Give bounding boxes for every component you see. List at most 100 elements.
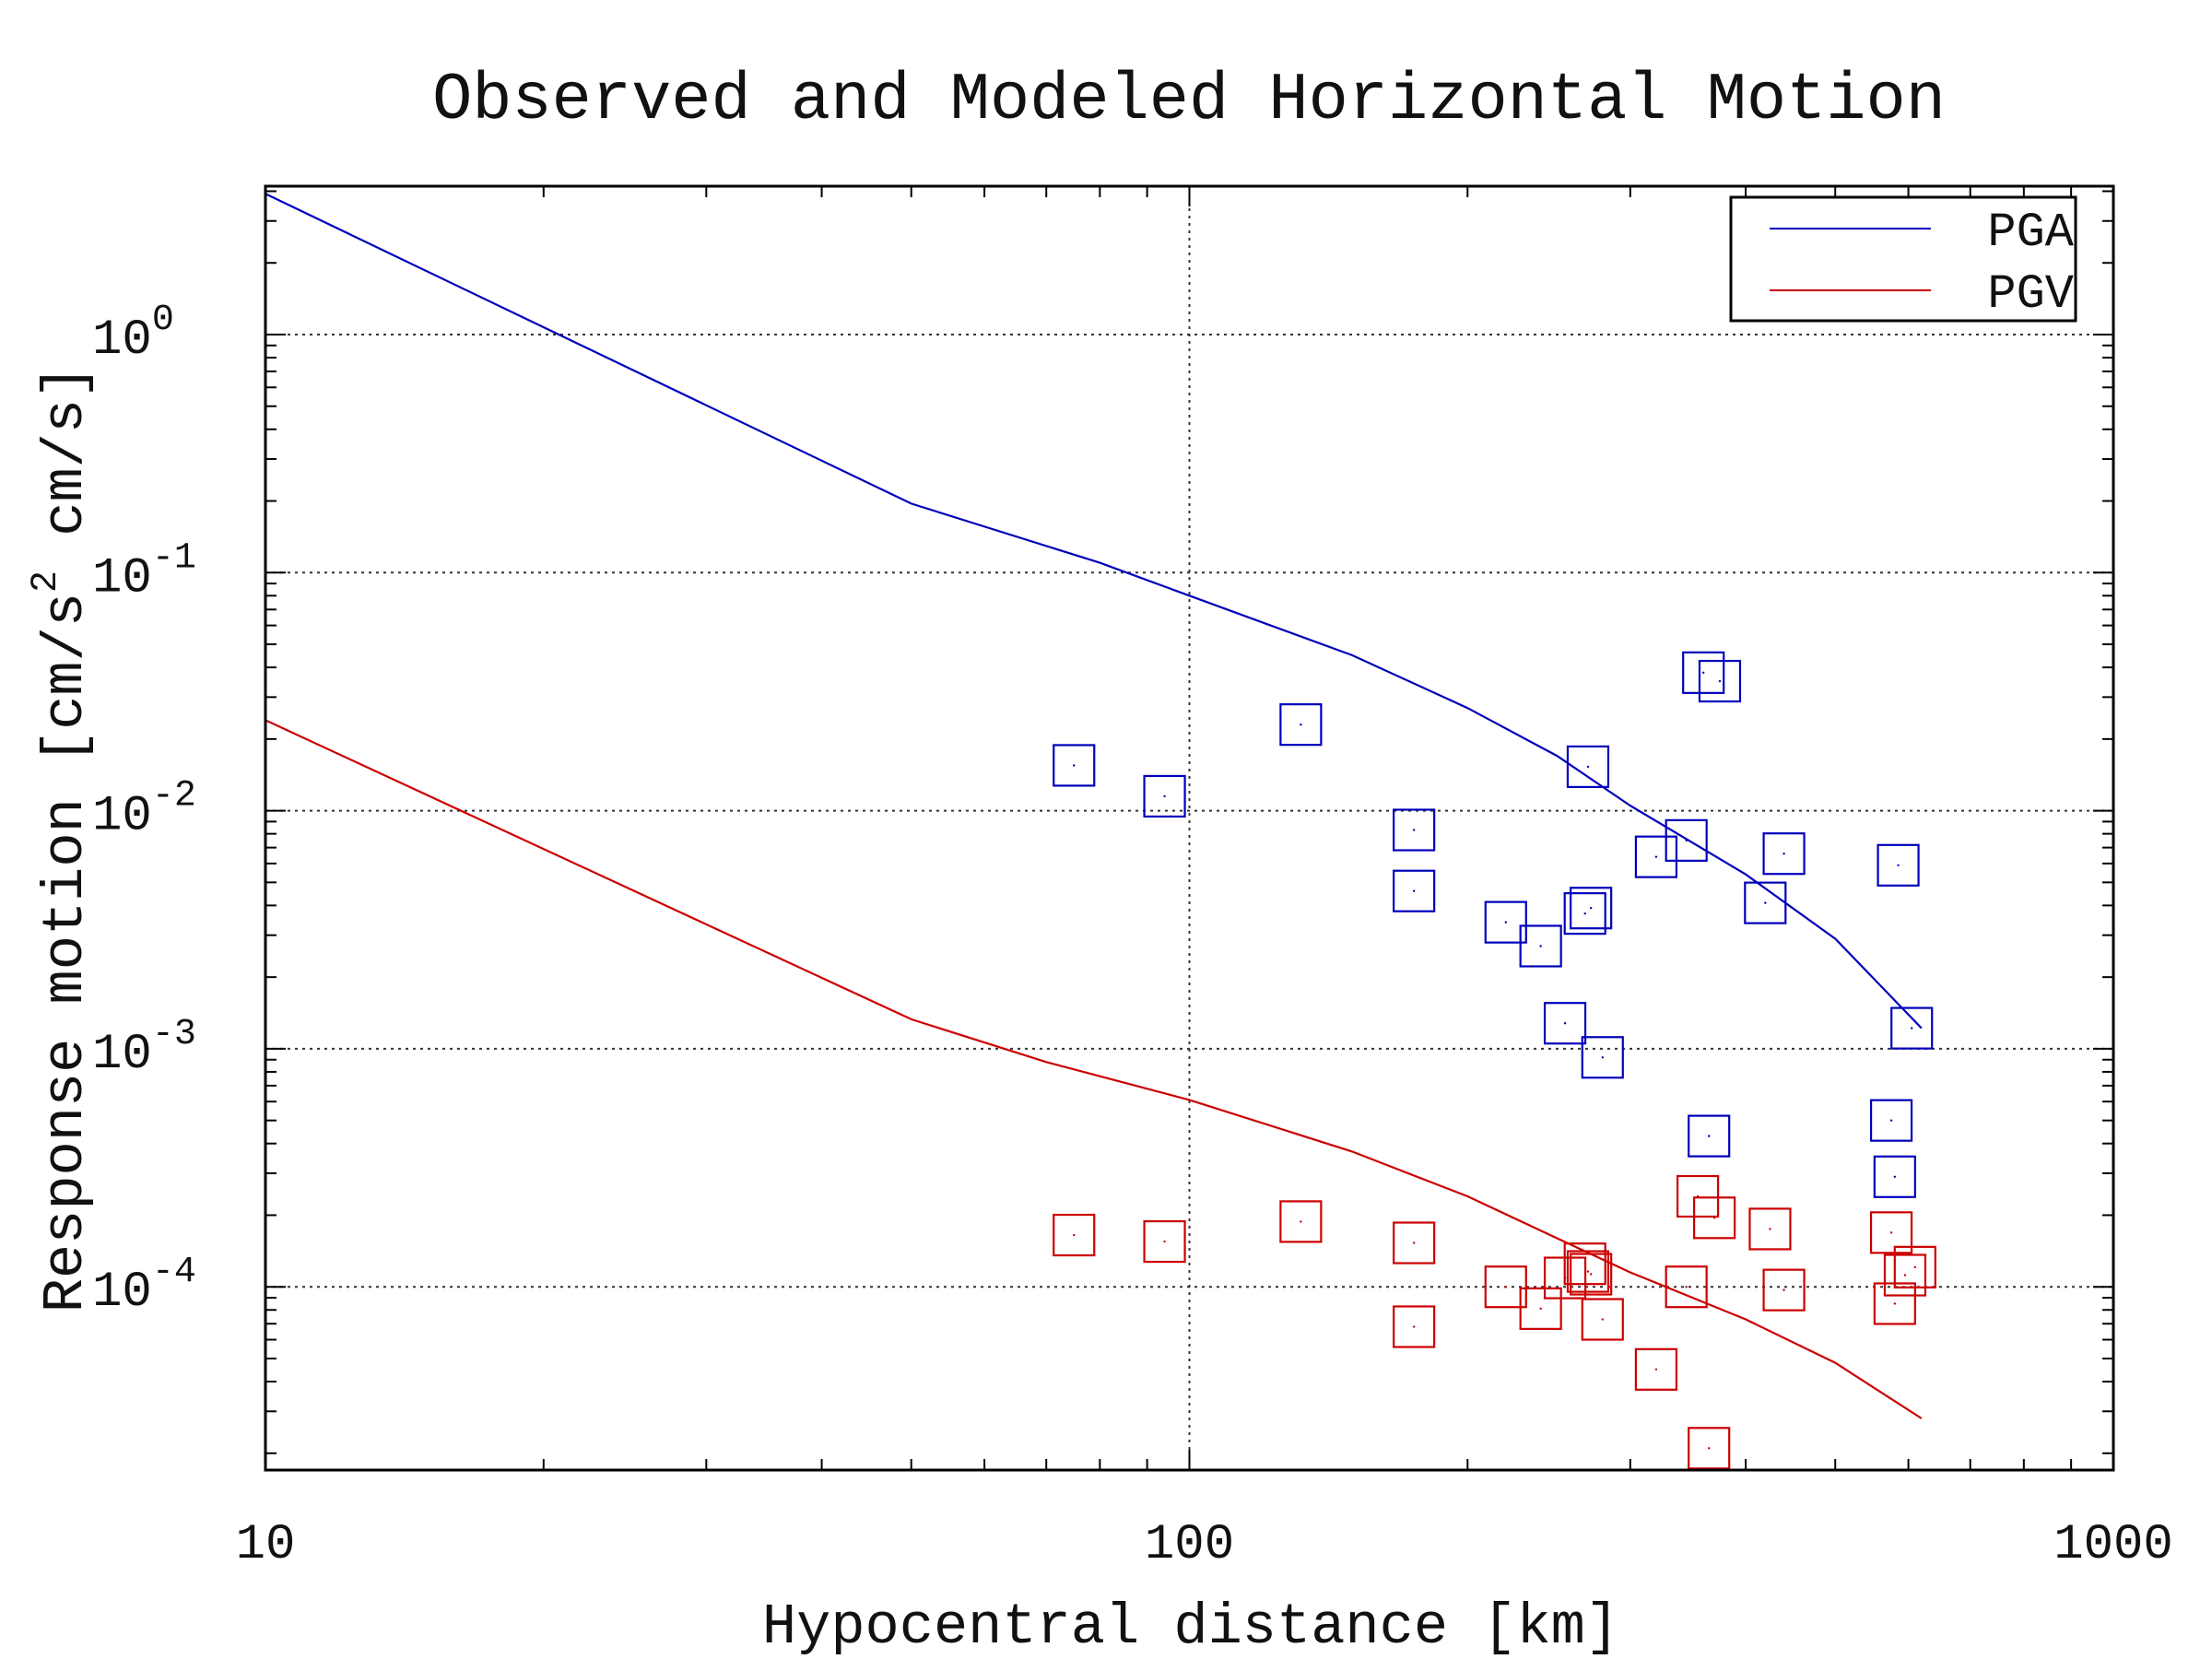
pga-observed-marker-dot [1412,829,1416,831]
pga-observed-marker-dot [1539,945,1542,947]
pga-observed-marker [1581,1036,1624,1079]
pgv-observed-marker [1484,1265,1527,1309]
y-tick-label: 100 [92,300,174,369]
pgv-observed-marker-dot [1504,1286,1507,1288]
pgv-observed-marker-dot [1163,1240,1166,1243]
pgv-observed-marker [1665,1265,1708,1309]
pga-observed-marker-dot [1300,723,1302,726]
y-axis-label-main: Response motion [cm/s [33,593,99,1312]
pgv-observed-marker-dot [1654,1368,1658,1371]
pga-observed-marker [1279,703,1323,747]
pgv-observed-marker-dot [1601,1318,1604,1321]
pga-observed-marker-dot [1654,855,1658,858]
series-line-pgv [265,719,1923,1419]
pga-observed-marker-dot [1583,912,1586,915]
pgv-observed-marker [1869,1211,1913,1254]
y-tick-base: 10 [92,312,152,369]
pga-observed-marker-dot [1889,1119,1893,1122]
y-tick-base: 10 [92,789,152,845]
legend: PGA PGV [1729,195,2077,323]
pga-observed-marker-dot [1893,1175,1897,1178]
pgv-observed-marker [1570,1253,1613,1296]
plot-area-frame [264,184,2115,1472]
pgv-observed-marker-dot [1583,1262,1586,1265]
pga-observed-marker-dot [1163,794,1166,798]
y-tick-exponent: -1 [152,537,196,579]
pgv-observed-marker-dot [1539,1307,1542,1311]
pga-observed-marker-dot [1412,889,1416,892]
y-tick-exponent: 0 [152,300,174,341]
pga-observed-marker [1484,900,1527,944]
pga-observed-marker [1543,1002,1587,1045]
pga-observed-marker-dot [1764,901,1767,904]
pgv-observed-marker-dot [1712,1217,1716,1219]
pgv-observed-marker [1693,1196,1736,1240]
pgv-observed-marker [1053,1213,1096,1257]
pga-observed-marker [1665,818,1708,862]
pgv-observed-marker-dot [1769,1228,1771,1230]
pga-observed-marker-dot [1685,839,1688,842]
pgv-observed-marker [1563,1242,1606,1286]
pga-observed-marker-dot [1911,1027,1913,1030]
pgv-observed-marker [1566,1250,1610,1293]
y-tick-label: 10-2 [92,776,196,845]
pga-observed-marker [1873,1155,1916,1198]
pga-observed-marker [1682,651,1725,694]
y-tick-base: 10 [92,1027,152,1083]
pga-observed-marker [1393,869,1436,912]
minor-ticks [265,186,2113,1470]
pga-observed-marker [1053,744,1096,787]
pga-observed-marker-dot [1601,1056,1604,1059]
x-tick-label: 10 [236,1517,296,1573]
y-tick-exponent: -2 [152,776,196,818]
pgv-observed-marker-dot [1589,1273,1593,1276]
pgv-observed-marker [1677,1174,1720,1218]
pga-observed-marker [1570,887,1613,930]
pgv-observed-marker-dot [1412,1241,1416,1244]
pga-observed-marker-dot [1586,765,1590,769]
pga-observed-marker-dot [1783,853,1785,855]
y-axis-label-tail: cm/s] [33,365,99,571]
pga-observed-marker-dot [1504,921,1507,924]
pgv-observed-marker-dot [1893,1302,1897,1305]
y-axis-label: Response motion [cm/s2 cm/s] [26,365,99,1313]
pgv-observed-marker [1393,1305,1436,1348]
series-line-pga [265,193,1923,1030]
pgv-observed-marker [1519,1287,1562,1330]
legend-label-pgv: PGV [1987,267,2074,322]
legend-box [1729,195,2077,323]
grid-lines [265,186,2113,1470]
pgv-observed-marker-dot [1412,1325,1416,1328]
x-tick-label: 1000 [2053,1517,2173,1573]
pga-observed-marker [1563,892,1606,935]
pga-observed-marker [1519,924,1562,968]
pga-observed-marker [1890,1006,1934,1050]
pgv-observed-marker [1893,1245,1936,1288]
pgv-observed-marker-dot [1073,1233,1076,1237]
pga-observed-marker [1143,774,1186,818]
y-tick-label: 10-4 [92,1252,196,1321]
pgv-observed-marker-dot [1586,1270,1590,1273]
pgv-observed-marker-dot [1913,1265,1916,1269]
pga-observed-marker-dot [1563,1022,1567,1025]
pga-observed-marker-dot [1701,671,1705,675]
pga-observed-marker [1698,659,1742,703]
y-tick-base: 10 [92,1265,152,1321]
pgv-observed-marker-dot [1685,1286,1688,1288]
pga-observed-marker [1393,808,1436,852]
pgv-observed-marker-dot [1903,1274,1907,1277]
y-tick-label: 10-1 [92,537,196,606]
pga-observed-marker [1744,881,1787,924]
pga-observed-marker-dot [1707,1135,1711,1137]
pgv-observed-marker [1279,1200,1323,1243]
pgv-observed-marker [1393,1221,1436,1265]
pga-observed-marker [1877,843,1920,887]
x-axis-label: Hypocentral distance [km] [762,1594,1619,1659]
pgv-observed-marker-dot [1707,1447,1711,1450]
model-lines [265,193,1923,1419]
pga-observed-marker-dot [1718,679,1722,683]
pgv-observed-marker [1762,1268,1806,1312]
x-tick-labels: 10 100 1000 [236,1517,2173,1573]
pgv-observed-marker-dot [1300,1220,1302,1223]
